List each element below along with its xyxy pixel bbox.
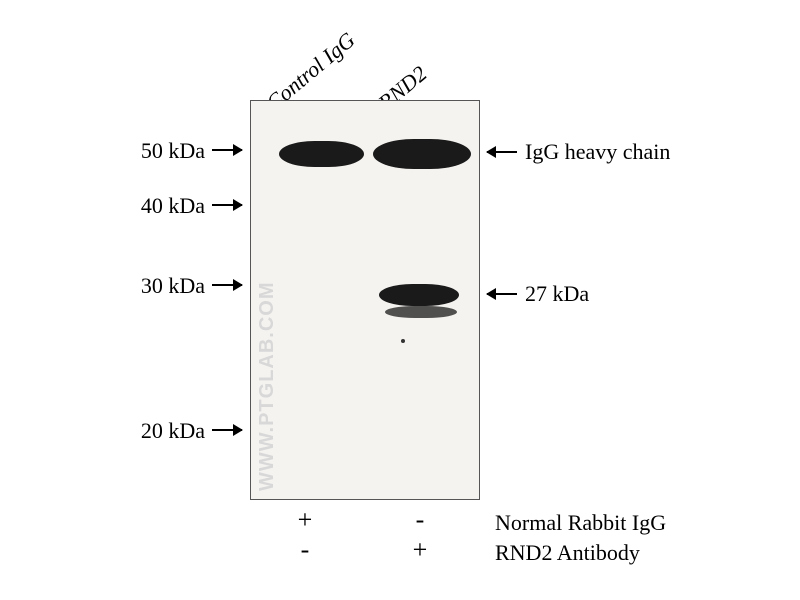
mw-arrow-20: [212, 429, 242, 431]
mw-arrow-40: [212, 204, 242, 206]
annot-27kda: 27 kDa: [525, 281, 589, 307]
mw-label-50: 50 kDa: [141, 138, 205, 164]
mw-arrow-30: [212, 284, 242, 286]
blot-membrane: WWW.PTGLAB.COM: [250, 100, 480, 500]
condition-mark-row2-lane2: +: [405, 535, 435, 565]
mw-arrow-50: [212, 149, 242, 151]
western-blot-figure: Control IgG RND2 WWW.PTGLAB.COM 50 kDa 4…: [50, 20, 750, 580]
band-control-igg-heavy: [279, 141, 364, 167]
condition-mark-row1-lane2: -: [405, 505, 435, 535]
band-rnd2-27kda-lower: [385, 306, 457, 318]
annot-arrow-igg-heavy: [487, 151, 517, 153]
mw-label-40: 40 kDa: [141, 193, 205, 219]
blot-speck: [401, 339, 405, 343]
watermark-text: WWW.PTGLAB.COM: [256, 281, 279, 491]
condition-mark-row2-lane1: -: [290, 535, 320, 565]
band-rnd2-igg-heavy: [373, 139, 471, 169]
annot-igg-heavy-chain: IgG heavy chain: [525, 139, 670, 165]
mw-label-20: 20 kDa: [141, 418, 205, 444]
mw-label-30: 30 kDa: [141, 273, 205, 299]
condition-label-normal-igg: Normal Rabbit IgG: [495, 510, 666, 536]
annot-arrow-27kda: [487, 293, 517, 295]
condition-mark-row1-lane1: +: [290, 505, 320, 535]
condition-label-rnd2-antibody: RND2 Antibody: [495, 540, 640, 566]
band-rnd2-27kda: [379, 284, 459, 306]
